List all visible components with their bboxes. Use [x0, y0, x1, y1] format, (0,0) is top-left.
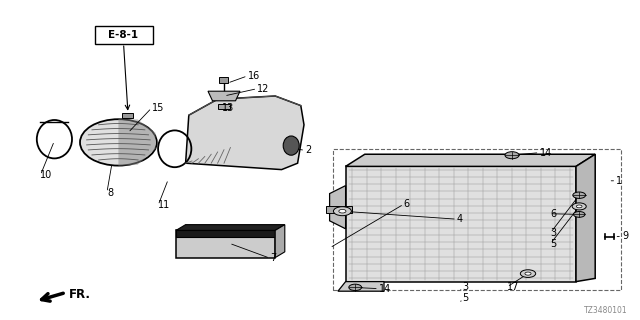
- Text: 4: 4: [457, 214, 463, 224]
- FancyBboxPatch shape: [326, 206, 352, 213]
- Polygon shape: [186, 96, 304, 170]
- Text: 14: 14: [379, 284, 391, 294]
- Polygon shape: [346, 154, 595, 166]
- Polygon shape: [208, 91, 240, 101]
- Polygon shape: [176, 225, 285, 230]
- FancyBboxPatch shape: [176, 230, 275, 258]
- Circle shape: [573, 192, 586, 198]
- FancyBboxPatch shape: [218, 104, 230, 109]
- Text: 6: 6: [404, 199, 410, 209]
- Text: 6: 6: [550, 209, 557, 219]
- Text: 17: 17: [507, 282, 519, 292]
- Bar: [333, 149, 621, 290]
- Text: 2: 2: [305, 145, 312, 156]
- Text: 10: 10: [40, 170, 52, 180]
- Text: 3: 3: [462, 282, 468, 292]
- Text: 13: 13: [222, 103, 234, 113]
- Polygon shape: [576, 154, 595, 282]
- Circle shape: [349, 284, 362, 291]
- Text: E-8-1: E-8-1: [108, 30, 139, 40]
- Text: 5: 5: [550, 239, 557, 249]
- Text: 3: 3: [550, 228, 557, 238]
- Text: 14: 14: [540, 148, 552, 158]
- Text: 15: 15: [152, 103, 164, 113]
- FancyBboxPatch shape: [346, 166, 576, 282]
- Polygon shape: [275, 225, 285, 258]
- Text: 12: 12: [257, 84, 269, 94]
- Circle shape: [520, 270, 536, 277]
- Circle shape: [573, 212, 585, 217]
- Circle shape: [339, 209, 346, 213]
- Text: TZ3480101: TZ3480101: [584, 306, 627, 315]
- Text: 8: 8: [107, 188, 113, 198]
- Ellipse shape: [80, 119, 157, 165]
- Circle shape: [525, 272, 531, 275]
- Text: 11: 11: [158, 200, 170, 211]
- Polygon shape: [338, 282, 384, 291]
- Text: 9: 9: [622, 231, 628, 241]
- Polygon shape: [118, 119, 156, 166]
- Text: FR.: FR.: [68, 288, 90, 301]
- Text: 1: 1: [616, 176, 623, 186]
- Ellipse shape: [283, 136, 300, 155]
- Polygon shape: [330, 186, 346, 229]
- Circle shape: [577, 205, 582, 208]
- Circle shape: [505, 152, 519, 159]
- Text: 16: 16: [248, 71, 260, 81]
- FancyBboxPatch shape: [176, 230, 275, 237]
- Text: 5: 5: [462, 293, 468, 303]
- Text: 7: 7: [270, 253, 276, 263]
- FancyBboxPatch shape: [122, 113, 133, 118]
- Circle shape: [572, 203, 586, 210]
- Circle shape: [333, 207, 351, 216]
- FancyBboxPatch shape: [219, 77, 228, 83]
